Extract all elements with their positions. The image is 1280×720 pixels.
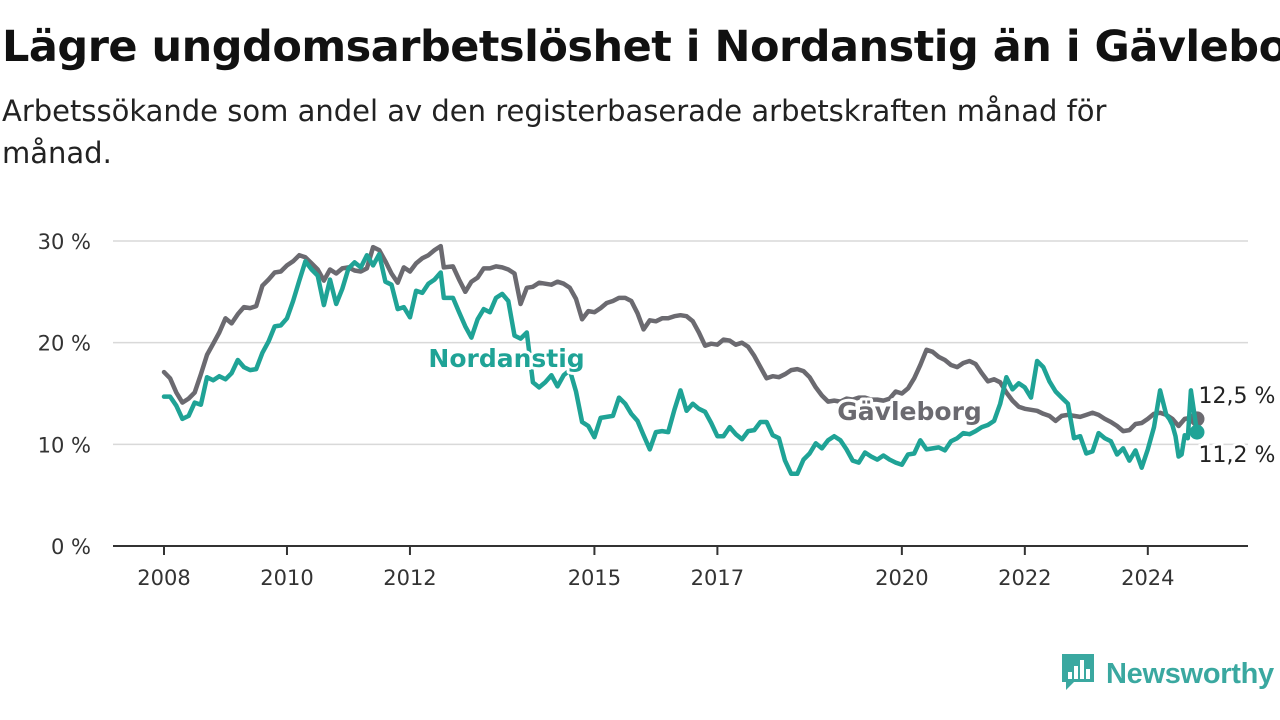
y-tick-label: 20 % bbox=[38, 332, 91, 356]
x-tick-label: 2024 bbox=[1121, 566, 1174, 590]
y-gridlines bbox=[113, 240, 1248, 446]
y-tick-label: 30 % bbox=[38, 230, 91, 254]
series-line-gävleborg bbox=[161, 243, 1200, 434]
x-tick-label: 2008 bbox=[137, 566, 190, 590]
series-name-label-nordanstig: Nordanstig bbox=[428, 344, 584, 373]
series-end-point-nordanstig bbox=[1189, 424, 1205, 440]
series-lines bbox=[161, 243, 1205, 477]
x-tick-label: 2020 bbox=[875, 566, 928, 590]
series-name-label-gävleborg: Gävleborg bbox=[837, 397, 982, 426]
series-line-nordanstig bbox=[161, 251, 1200, 477]
y-tick-label: 0 % bbox=[51, 535, 91, 559]
chart-title: Lägre ungdomsarbetslöshet i Nordanstig ä… bbox=[2, 22, 1280, 72]
brand-name: Newsworthy bbox=[1106, 657, 1274, 690]
brand-logo: Newsworthy bbox=[1060, 654, 1274, 694]
x-axis: 2008 2010 2012 2015 2017 2020 2022 2024 bbox=[113, 545, 1248, 590]
series-end-value-label: 12,5 % bbox=[1199, 384, 1276, 409]
x-tick-label: 2017 bbox=[691, 566, 744, 590]
y-axis-tick-labels: 0 % 10 % 20 % 30 % bbox=[38, 230, 91, 559]
y-tick-label: 10 % bbox=[38, 433, 91, 457]
x-tick-label: 2010 bbox=[260, 566, 313, 590]
x-tick-label: 2012 bbox=[383, 566, 436, 590]
chart-subtitle: Arbetssökande som andel av den registerb… bbox=[2, 94, 1107, 170]
series-end-value-label: 11,2 % bbox=[1199, 443, 1276, 468]
series-labels: Gävleborg 12,5 % Nordanstig 11,2 % bbox=[425, 341, 1278, 471]
x-tick-label: 2015 bbox=[568, 566, 621, 590]
x-tick-label: 2022 bbox=[998, 566, 1051, 590]
newsworthy-logo-icon bbox=[1060, 652, 1096, 696]
